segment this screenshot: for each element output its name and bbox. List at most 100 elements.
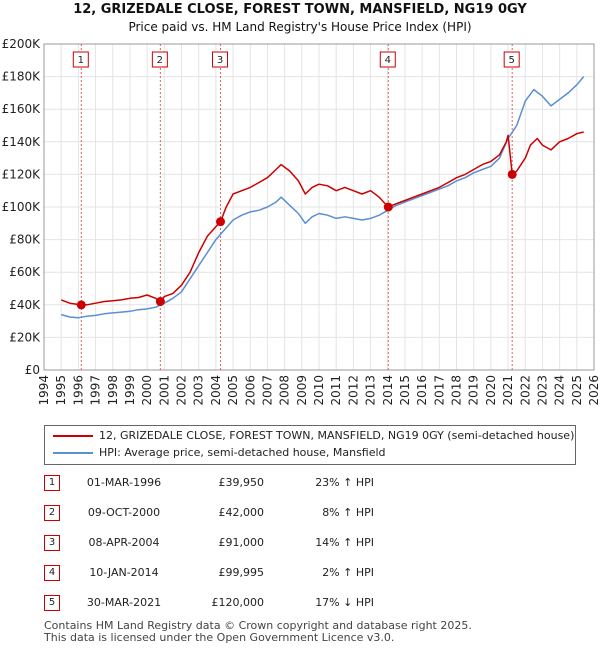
sale-number-badge: 1 bbox=[44, 475, 60, 491]
sale-hpi-diff: 8% ↑ HPI bbox=[322, 506, 374, 519]
legend-item-hpi: HPI: Average price, semi-detached house,… bbox=[53, 445, 386, 461]
y-tick-label: £80K bbox=[9, 233, 41, 247]
sale-row: 4 10-JAN-2014 £99,995 2% ↑ HPI bbox=[44, 564, 584, 582]
property-series-line bbox=[60, 131, 584, 306]
sale-number-badge: 5 bbox=[44, 595, 60, 611]
sale-number-label: 4 bbox=[385, 55, 391, 66]
x-tick-label: 2002 bbox=[175, 375, 189, 406]
x-tick-label: 2025 bbox=[570, 375, 584, 406]
sale-number-label: 1 bbox=[78, 55, 84, 66]
x-tick-label: 1996 bbox=[71, 375, 85, 406]
footer-attribution: Contains HM Land Registry data © Crown c… bbox=[44, 620, 472, 644]
sale-point bbox=[216, 217, 226, 227]
sale-price: £91,000 bbox=[218, 536, 265, 549]
y-tick-label: £0 bbox=[25, 363, 40, 377]
sale-price: £120,000 bbox=[211, 596, 265, 609]
sale-row: 2 09-OCT-2000 £42,000 8% ↑ HPI bbox=[44, 504, 584, 522]
y-tick-label: £140K bbox=[2, 135, 42, 149]
x-tick-label: 2016 bbox=[415, 375, 429, 406]
sale-price: £99,995 bbox=[218, 566, 265, 579]
sale-row: 5 30-MAR-2021 £120,000 17% ↓ HPI bbox=[44, 594, 584, 612]
x-tick-label: 2013 bbox=[364, 375, 378, 406]
sale-number-badge: 4 bbox=[44, 565, 60, 581]
x-tick-label: 2006 bbox=[243, 375, 257, 406]
sale-number-label: 5 bbox=[509, 55, 515, 66]
x-tick-label: 2018 bbox=[450, 375, 464, 406]
sale-number-box bbox=[379, 51, 396, 68]
sale-number-label: 2 bbox=[157, 55, 163, 66]
sale-hpi-diff: 17% ↓ HPI bbox=[315, 596, 374, 609]
sale-row: 1 01-MAR-1996 £39,950 23% ↑ HPI bbox=[44, 474, 584, 492]
sale-row: 3 08-APR-2004 £91,000 14% ↑ HPI bbox=[44, 534, 584, 552]
sale-date: 09-OCT-2000 bbox=[87, 506, 161, 519]
x-tick-label: 2007 bbox=[260, 375, 274, 406]
y-tick-label: £120K bbox=[2, 167, 42, 181]
x-tick-label: 2022 bbox=[518, 375, 532, 406]
x-tick-label: 2024 bbox=[553, 375, 567, 406]
x-tick-label: 2009 bbox=[295, 375, 309, 406]
chart-legend: 12, GRIZEDALE CLOSE, FOREST TOWN, MANSFI… bbox=[44, 425, 576, 465]
footer-copyright: Contains HM Land Registry data © Crown c… bbox=[44, 619, 472, 632]
y-tick-label: £160K bbox=[2, 102, 42, 116]
hpi-series-line bbox=[60, 76, 585, 319]
sale-price: £39,950 bbox=[218, 476, 265, 489]
sale-date: 08-APR-2004 bbox=[88, 536, 160, 549]
sale-hpi-diff: 23% ↑ HPI bbox=[315, 476, 374, 489]
sale-price: £42,000 bbox=[218, 506, 265, 519]
x-tick-label: 2021 bbox=[501, 375, 515, 406]
y-tick-label: £60K bbox=[9, 265, 41, 279]
legend-label-property: 12, GRIZEDALE CLOSE, FOREST TOWN, MANSFI… bbox=[99, 429, 575, 442]
sale-hpi-diff: 2% ↑ HPI bbox=[322, 566, 374, 579]
x-tick-label: 2012 bbox=[346, 375, 360, 406]
chart-title: 12, GRIZEDALE CLOSE, FOREST TOWN, MANSFI… bbox=[73, 2, 527, 17]
x-tick-label: 2003 bbox=[192, 375, 206, 406]
sale-number-badge: 3 bbox=[44, 535, 60, 551]
chart-subtitle: Price paid vs. HM Land Registry's House … bbox=[128, 20, 472, 34]
x-tick-label: 1998 bbox=[106, 375, 120, 406]
sale-point bbox=[76, 300, 86, 310]
sale-date: 10-JAN-2014 bbox=[89, 566, 159, 579]
x-tick-label: 2026 bbox=[587, 375, 600, 406]
y-tick-label: £200K bbox=[2, 37, 42, 51]
x-tick-label: 2001 bbox=[157, 375, 171, 406]
legend-label-hpi: HPI: Average price, semi-detached house,… bbox=[99, 446, 386, 459]
x-tick-label: 2020 bbox=[484, 375, 498, 406]
sale-number-box bbox=[503, 51, 520, 68]
sale-number-badge: 2 bbox=[44, 505, 60, 521]
x-tick-label: 2000 bbox=[140, 375, 154, 406]
x-tick-label: 2015 bbox=[398, 375, 412, 406]
sale-number-label: 3 bbox=[217, 55, 223, 66]
x-tick-label: 2008 bbox=[278, 375, 292, 406]
sale-point bbox=[383, 202, 393, 212]
x-tick-label: 1997 bbox=[89, 375, 103, 406]
x-tick-label: 2004 bbox=[209, 375, 223, 406]
x-tick-label: 2005 bbox=[226, 375, 240, 406]
x-tick-label: 1994 bbox=[37, 375, 51, 406]
legend-swatch-property bbox=[53, 435, 93, 437]
sale-point bbox=[507, 169, 517, 179]
sale-number-box bbox=[212, 51, 229, 68]
y-tick-label: £100K bbox=[2, 200, 42, 214]
sale-date: 01-MAR-1996 bbox=[86, 476, 162, 489]
x-tick-label: 2017 bbox=[432, 375, 446, 406]
x-tick-label: 2014 bbox=[381, 375, 395, 406]
sale-number-box bbox=[72, 51, 89, 68]
price-chart: £0 £20K £40K £60K £80K £100K £120K £140K £160K £1… bbox=[2, 37, 600, 406]
y-tick-label: £20K bbox=[9, 330, 41, 344]
y-tick-label: £180K bbox=[2, 70, 42, 84]
sale-number-box bbox=[151, 51, 168, 68]
x-tick-label: 1995 bbox=[54, 375, 68, 406]
footer-licence: This data is licensed under the Open Gov… bbox=[44, 631, 395, 644]
plot-frame bbox=[43, 43, 595, 371]
x-tick-label: 2010 bbox=[312, 375, 326, 406]
x-tick-label: 2011 bbox=[329, 375, 343, 406]
legend-item-property: 12, GRIZEDALE CLOSE, FOREST TOWN, MANSFI… bbox=[53, 428, 574, 444]
sale-point bbox=[155, 297, 165, 307]
x-tick-label: 2019 bbox=[467, 375, 481, 406]
legend-swatch-hpi bbox=[53, 452, 93, 454]
x-tick-label: 1999 bbox=[123, 375, 137, 406]
y-tick-label: £40K bbox=[9, 298, 41, 312]
x-tick-label: 2023 bbox=[535, 375, 549, 406]
sale-hpi-diff: 14% ↑ HPI bbox=[315, 536, 374, 549]
sale-date: 30-MAR-2021 bbox=[86, 596, 162, 609]
